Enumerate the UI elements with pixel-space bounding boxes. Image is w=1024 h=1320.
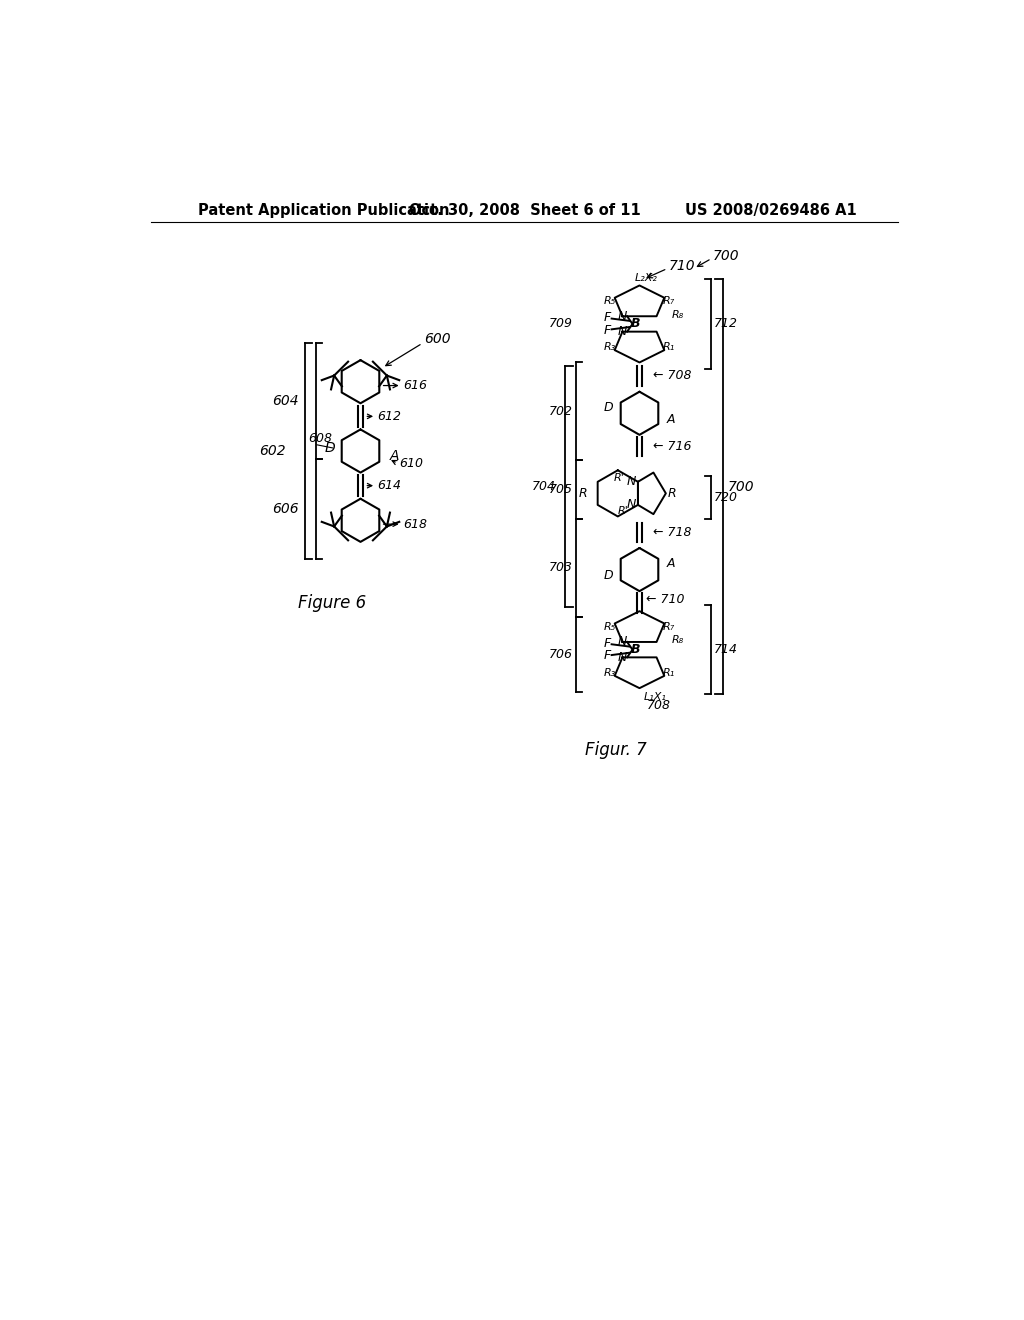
- Text: 702: 702: [549, 405, 572, 418]
- Text: 600: 600: [424, 333, 451, 346]
- Text: L₂X₂: L₂X₂: [634, 273, 657, 282]
- Text: D: D: [604, 569, 613, 582]
- Text: 604: 604: [272, 393, 299, 408]
- Text: 612: 612: [378, 409, 401, 422]
- Text: R': R': [617, 506, 629, 516]
- Text: N: N: [627, 499, 636, 511]
- Text: B: B: [631, 643, 640, 656]
- Text: N: N: [617, 325, 627, 338]
- Text: US 2008/0269486 A1: US 2008/0269486 A1: [685, 203, 856, 218]
- Text: 700: 700: [728, 479, 755, 494]
- Text: R₈: R₈: [672, 635, 684, 645]
- Text: Patent Application Publication: Patent Application Publication: [198, 203, 450, 218]
- Text: 703: 703: [549, 561, 572, 574]
- Text: R₃: R₃: [604, 342, 616, 352]
- Text: D: D: [325, 441, 335, 455]
- Text: N: N: [627, 475, 636, 488]
- Text: 704: 704: [531, 480, 556, 494]
- Text: 712: 712: [714, 317, 738, 330]
- Text: R₅: R₅: [604, 296, 616, 306]
- Text: A: A: [667, 557, 675, 570]
- Text: N: N: [617, 635, 627, 648]
- Text: A: A: [390, 449, 399, 462]
- Text: Figure 6: Figure 6: [299, 594, 367, 612]
- Text: L₁X₁: L₁X₁: [643, 693, 667, 702]
- Text: N: N: [617, 310, 627, 323]
- Text: R: R: [579, 487, 587, 500]
- Text: Figur. 7: Figur. 7: [586, 741, 647, 759]
- Text: 705: 705: [549, 483, 572, 496]
- Text: 602: 602: [259, 444, 286, 458]
- Text: R₈: R₈: [672, 310, 684, 319]
- Text: D: D: [604, 400, 613, 413]
- Text: 614: 614: [378, 479, 401, 492]
- Text: R₅: R₅: [604, 622, 616, 631]
- Text: ← 708: ← 708: [653, 370, 692, 383]
- Text: R₁: R₁: [663, 342, 675, 352]
- Text: 710: 710: [669, 259, 695, 273]
- Text: R₁: R₁: [663, 668, 675, 677]
- Text: ← 716: ← 716: [653, 441, 692, 453]
- Text: R₇: R₇: [663, 622, 675, 631]
- Text: ← 718: ← 718: [653, 525, 692, 539]
- Text: 700: 700: [713, 249, 739, 263]
- Text: R': R': [613, 473, 624, 483]
- Text: F: F: [603, 649, 610, 663]
- Text: 714: 714: [714, 643, 738, 656]
- Text: 709: 709: [549, 317, 572, 330]
- Text: N: N: [617, 651, 627, 664]
- Text: 706: 706: [549, 648, 572, 661]
- Text: F: F: [603, 323, 610, 337]
- Text: 616: 616: [403, 379, 427, 392]
- Text: R: R: [668, 487, 676, 500]
- Text: F: F: [603, 638, 610, 649]
- Text: 610: 610: [399, 457, 423, 470]
- Text: 720: 720: [714, 491, 738, 504]
- Text: F: F: [603, 312, 610, 325]
- Text: Oct. 30, 2008  Sheet 6 of 11: Oct. 30, 2008 Sheet 6 of 11: [409, 203, 641, 218]
- Text: A: A: [667, 413, 675, 426]
- Text: R₇: R₇: [663, 296, 675, 306]
- Text: 608: 608: [308, 432, 332, 445]
- Text: 708: 708: [647, 698, 672, 711]
- Text: ← 710: ← 710: [646, 593, 684, 606]
- Text: B: B: [631, 317, 640, 330]
- Text: 606: 606: [272, 502, 299, 516]
- Text: 618: 618: [403, 517, 427, 531]
- Text: R₃: R₃: [604, 668, 616, 677]
